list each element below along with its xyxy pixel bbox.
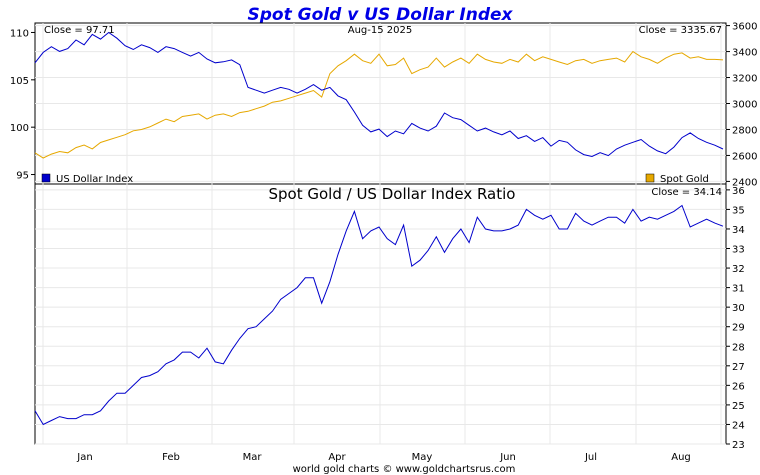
gold-legend-label: Spot Gold [660,174,709,185]
month-label: Aug [671,452,691,463]
ratio-axis-tick-label: 36 [732,186,745,197]
usd-axis-tick-label: 95 [16,171,29,182]
ratio-axis-tick-label: 23 [732,440,745,451]
month-label: May [412,452,433,463]
gold-legend-swatch [645,173,655,183]
gold-price-line [34,50,724,159]
ratio-axis-tick-label: 32 [732,264,745,275]
gold-axis-tick-label: 2400 [732,177,757,188]
bottom-series [34,204,724,426]
usd-legend-label: US Dollar Index [56,174,133,185]
top-series [34,31,724,159]
gold-axis-tick-label: 3400 [732,48,757,59]
usd-close-label: Close = 97.71 [44,25,115,36]
month-label: Jun [499,452,516,463]
date-label: Aug-15 2025 [348,25,413,36]
ratio-axis-tick-label: 27 [732,362,745,373]
gold-axis-tick-label: 3000 [732,100,757,111]
month-label: Jul [584,452,597,463]
usd-legend-swatch [41,173,51,183]
ratio-axis-tick-label: 31 [732,284,745,295]
usd-axis-tick-label: 100 [10,123,29,134]
chart-title: Spot Gold v US Dollar Index [248,5,514,25]
ratio-axis-tick-label: 25 [732,401,745,412]
ratio-axis-tick-label: 28 [732,342,745,353]
ratio-axis-tick-label: 35 [732,205,745,216]
ratio-axis-tick-label: 26 [732,381,745,392]
gold-close-label: Close = 3335.67 [639,25,722,36]
usd-axis-tick-label: 110 [10,28,29,39]
gold-axis-tick-label: 3600 [732,22,757,33]
ratio-line [34,204,724,426]
usd-axis-tick-label: 105 [10,76,29,87]
ratio-title: Spot Gold / US Dollar Index Ratio [269,185,516,203]
axis-ticks: 2400 2600 2800 3000 3200 3400 3600 95 100 105 110 2… [10,22,758,463]
month-label: Jan [76,452,92,463]
gold-axis-tick-label: 2600 [732,151,757,162]
ratio-axis-tick-label: 33 [732,245,745,256]
month-label: Apr [328,452,346,463]
ratio-axis-tick-label: 30 [732,303,745,314]
footer-credit: world gold charts © www.goldchartsrus.co… [293,464,516,475]
ratio-close-label: Close = 34.14 [651,187,722,198]
gold-axis-tick-label: 3200 [732,74,757,85]
month-label: Feb [162,452,180,463]
grid-lines [35,23,726,445]
ratio-axis-tick-label: 24 [732,420,745,431]
usd-index-line [34,31,724,158]
ratio-axis-tick-label: 29 [732,323,745,334]
ratio-axis-tick-label: 34 [732,225,745,236]
gold-axis-tick-label: 2800 [732,125,757,136]
month-label: Mar [243,452,263,463]
